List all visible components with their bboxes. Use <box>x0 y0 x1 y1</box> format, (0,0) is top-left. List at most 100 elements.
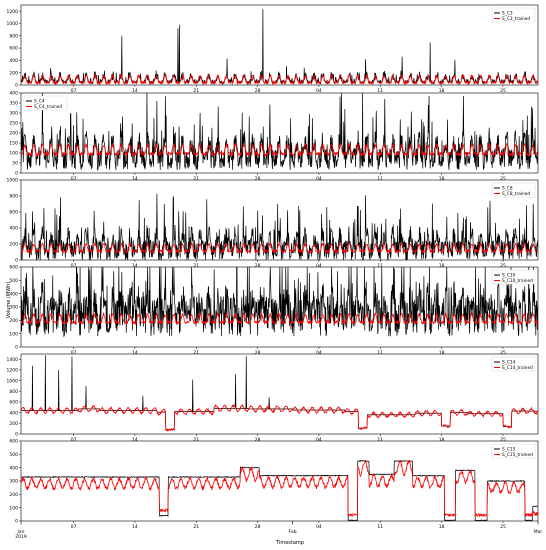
x-tick-label: 07 <box>71 350 77 356</box>
x-major-tick-label: Mar <box>534 529 543 535</box>
legend-label: S_C14 <box>502 360 516 366</box>
legend-label: S_C3 <box>502 11 513 17</box>
y-tick-label: 1400 <box>7 357 19 363</box>
y-tick-label: 200 <box>9 318 18 324</box>
y-tick-label: 100 <box>9 505 18 511</box>
x-tick-label: 25 <box>500 524 506 530</box>
y-tick-label: 200 <box>9 492 18 498</box>
x-tick-label: 18 <box>439 524 445 530</box>
x-major-tick-label: Feb <box>289 529 297 535</box>
x-tick-label: 04 <box>316 524 322 530</box>
y-tick-label: 1200 <box>7 368 19 374</box>
x-tick-label: 21 <box>193 437 199 443</box>
x-tick-label: 21 <box>193 263 199 269</box>
x-tick-label: 04 <box>316 263 322 269</box>
x-tick-label: 11 <box>377 437 383 443</box>
x-tick-label: 28 <box>255 88 261 94</box>
x-tick-label: 28 <box>255 524 261 530</box>
legend <box>491 182 536 198</box>
x-tick-label: 07 <box>71 524 77 530</box>
plot-area <box>20 353 539 435</box>
legend <box>491 7 536 23</box>
y-tick-label: 1000 <box>7 378 19 384</box>
y-tick-label: 200 <box>9 70 18 76</box>
y-tick-label: 350 <box>9 101 18 107</box>
x-tick-label: 14 <box>132 437 138 443</box>
x-tick-label: 07 <box>71 437 77 443</box>
x-tick-label: 14 <box>132 176 138 182</box>
series-line-actual <box>21 93 538 171</box>
panel-4: 0 100 200 300 400 500 600 07 14 21 28 04 11 18 25 S_C10… <box>9 265 539 356</box>
legend-label: S_C10_trained <box>502 278 533 284</box>
x-tick-label: 25 <box>500 437 506 443</box>
x-tick-label: 14 <box>132 88 138 94</box>
x-major-tick-label: 2019 <box>15 534 27 540</box>
legend-label: S_C3_trained <box>502 16 530 22</box>
x-tick-label: 18 <box>439 437 445 443</box>
x-tick-label: 04 <box>316 176 322 182</box>
y-tick-label: 300 <box>9 305 18 311</box>
x-tick-label: 25 <box>500 350 506 356</box>
legend <box>23 95 68 111</box>
y-tick-label: 50 <box>12 161 18 167</box>
x-tick-label: 11 <box>377 263 383 269</box>
y-tick-label: 300 <box>9 111 18 117</box>
series-line-trained <box>21 73 538 85</box>
x-tick-label: 28 <box>255 437 261 443</box>
y-tick-label: 400 <box>9 58 18 64</box>
y-tick-label: 1000 <box>7 21 19 27</box>
y-tick-label: 600 <box>9 210 18 216</box>
x-tick-label: 18 <box>439 88 445 94</box>
x-tick-label: 18 <box>439 176 445 182</box>
legend <box>491 356 536 372</box>
y-tick-label: 0 <box>15 345 18 351</box>
x-tick-label: 04 <box>316 437 322 443</box>
series-line-trained <box>21 311 538 326</box>
x-tick-label: 28 <box>255 176 261 182</box>
panel-6: 0 100 200 300 400 500 600 07 14 21 28 04 11 18 25 Jan20… <box>9 439 542 540</box>
y-tick-label: 600 <box>9 439 18 445</box>
x-tick-label: 21 <box>193 88 199 94</box>
x-tick-label: 11 <box>377 524 383 530</box>
x-tick-label: 18 <box>439 350 445 356</box>
plot-area <box>20 4 539 86</box>
legend <box>491 269 536 285</box>
x-tick-label: 04 <box>316 88 322 94</box>
y-tick-label: 200 <box>9 242 18 248</box>
x-tick-label: 21 <box>193 176 199 182</box>
y-tick-label: 1000 <box>7 178 19 184</box>
x-tick-label: 11 <box>377 88 383 94</box>
y-tick-label: 400 <box>9 91 18 97</box>
series-line-trained <box>21 241 538 254</box>
legend-label: S_C14_trained <box>502 365 533 371</box>
y-tick-label: 400 <box>9 226 18 232</box>
series-line-trained <box>21 403 538 432</box>
panel-3: 0 200 400 600 800 1000 07 14 21 28 04 11 18 25 S_C8S_C… <box>7 178 539 269</box>
legend-label: S_C4 <box>34 99 45 105</box>
x-tick-label: 21 <box>193 350 199 356</box>
y-tick-label: 150 <box>9 141 18 147</box>
y-tick-label: 300 <box>9 479 18 485</box>
series-line-trained <box>21 459 538 518</box>
y-tick-label: 200 <box>9 131 18 137</box>
x-tick-label: 11 <box>377 176 383 182</box>
y-tick-label: 0 <box>15 83 18 89</box>
y-tick-label: 400 <box>9 291 18 297</box>
y-tick-label: 1200 <box>7 9 19 15</box>
y-tick-label: 0 <box>15 258 18 264</box>
y-tick-label: 800 <box>9 194 18 200</box>
panel-5: 0 200 400 600 800 1000 1200 1400 07 14 21 28 04 11 18 2… <box>7 353 539 443</box>
y-tick-label: 600 <box>9 400 18 406</box>
x-tick-label: 14 <box>132 524 138 530</box>
x-tick-label: 25 <box>500 263 506 269</box>
legend-label: S_C15_trained <box>502 452 533 458</box>
x-axis-label: Timestamp <box>275 540 304 546</box>
y-tick-label: 500 <box>9 452 18 458</box>
y-tick-label: 400 <box>9 465 18 471</box>
x-tick-label: 07 <box>71 88 77 94</box>
x-tick-label: 07 <box>71 176 77 182</box>
y-tick-label: 100 <box>9 151 18 157</box>
legend <box>491 443 536 459</box>
legend-label: S_C10 <box>502 273 516 279</box>
legend-label: S_C4_trained <box>34 104 62 110</box>
